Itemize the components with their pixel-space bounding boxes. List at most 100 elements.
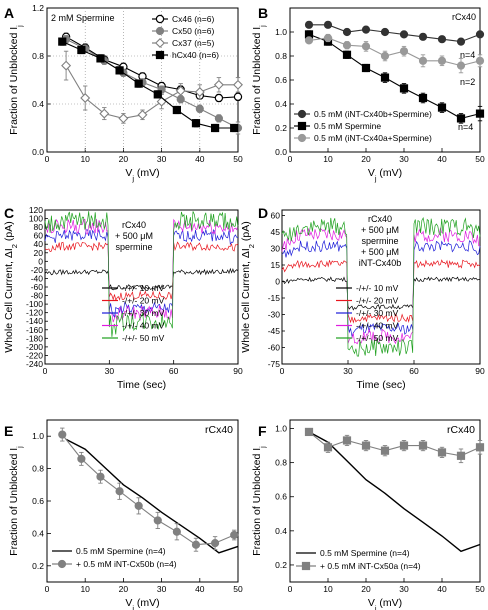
data-point bbox=[399, 441, 409, 450]
legend-label: + 0.5 mM iNT-Cx50b (n=4) bbox=[76, 559, 177, 569]
legend-label: 0.5 mM Spermine (n=4) bbox=[320, 548, 410, 558]
data-point bbox=[61, 60, 72, 71]
data-point bbox=[96, 472, 105, 481]
x-axis-label-sub: j bbox=[131, 174, 134, 183]
x-tick-label: 30 bbox=[157, 154, 167, 164]
x-tick-label: 40 bbox=[195, 154, 205, 164]
panel-E: E 0 10 20 30 40 50 0.2 0.4 0.6 0.8 1.0 Vj (mV) Fracti… bbox=[4, 419, 243, 610]
data-point bbox=[361, 42, 371, 51]
series-2 bbox=[304, 33, 485, 74]
annotation-line: + 500 μM bbox=[115, 231, 153, 241]
y-tick-label: -120 bbox=[26, 308, 43, 318]
plot-frame bbox=[289, 419, 481, 583]
panel-C: C0 30 60 90-240-220-200-180-160-140-120-100… bbox=[3, 205, 243, 391]
current-trace bbox=[44, 267, 239, 291]
y-tick-label: -60 bbox=[268, 343, 281, 353]
series-line bbox=[309, 24, 481, 43]
data-point bbox=[418, 93, 428, 103]
y-axis-label: Fraction of Unblocked Ij bbox=[251, 25, 267, 135]
data-point bbox=[456, 451, 466, 460]
data-point bbox=[475, 56, 485, 65]
y-tick-label: -160 bbox=[26, 325, 43, 335]
data-point bbox=[304, 36, 314, 45]
data-point bbox=[210, 123, 220, 133]
data-point bbox=[361, 63, 371, 73]
y-tick-label: -75 bbox=[268, 359, 281, 369]
x-axis-label-unit: (mV) bbox=[134, 167, 160, 179]
y-tick-label: 0.4 bbox=[32, 528, 44, 538]
x-axis-label-unit: (mV) bbox=[134, 597, 160, 609]
data-point bbox=[437, 56, 447, 65]
x-axis-label: Vj (mV) bbox=[125, 167, 159, 183]
y-tick-label: 0.2 bbox=[275, 560, 287, 570]
y-tick-label: 0.8 bbox=[32, 51, 44, 61]
data-point bbox=[380, 27, 390, 37]
current-trace bbox=[281, 259, 481, 324]
y-tick-label: -180 bbox=[26, 333, 43, 343]
data-point bbox=[214, 93, 224, 103]
data-point bbox=[418, 441, 428, 450]
annotation-line: rCx40 bbox=[368, 214, 392, 224]
x-tick-label: 0 bbox=[288, 154, 293, 164]
panel-label: E bbox=[4, 423, 13, 439]
y-tick-label: 0.8 bbox=[275, 458, 287, 468]
current-trace bbox=[281, 239, 481, 338]
series-line bbox=[308, 33, 481, 119]
panel-label: C bbox=[4, 205, 14, 221]
data-point bbox=[153, 90, 162, 99]
legend-label: Cx46 (n=6) bbox=[172, 14, 214, 24]
y-tick-label: -15 bbox=[268, 293, 281, 303]
annotation-line: rCx40 bbox=[122, 220, 146, 230]
legend-label: -/+/- 20 mV bbox=[356, 296, 399, 306]
x-tick-label: 50 bbox=[233, 154, 243, 164]
y-tick-label: 0.4 bbox=[275, 526, 287, 536]
data-point bbox=[361, 25, 371, 34]
data-point bbox=[230, 123, 239, 133]
y-axis-label: Fraction of Unblocked Ij bbox=[251, 446, 267, 556]
data-point bbox=[153, 516, 162, 525]
y-tick-label: 0.6 bbox=[275, 492, 287, 502]
x-axis-label-main: V bbox=[368, 167, 375, 179]
series-line bbox=[308, 37, 481, 67]
data-point bbox=[399, 30, 409, 39]
legend-label: -/+/- 40 mV bbox=[356, 321, 399, 331]
y-tick-label: 0.6 bbox=[275, 75, 287, 85]
y-tick-label: 0 bbox=[38, 256, 43, 266]
x-tick-label: 0 bbox=[288, 584, 293, 594]
legend-marker bbox=[57, 559, 67, 569]
panel-F: F 0 10 20 30 40 50 0.2 0.4 0.6 0.8 1.0 Vj (mV) Fracti… bbox=[251, 419, 485, 610]
y-tick-label: 100 bbox=[29, 214, 43, 224]
y-axis-label: Fraction of Unblocked Ij bbox=[8, 25, 24, 135]
y-tick-label: 0.2 bbox=[275, 123, 287, 133]
x-axis-label-sub: j bbox=[374, 174, 377, 183]
legend-marker bbox=[155, 26, 165, 36]
data-point bbox=[195, 104, 204, 113]
data-point bbox=[342, 436, 352, 445]
x-tick-label: 0 bbox=[45, 154, 50, 164]
data-point bbox=[191, 119, 201, 128]
series-line bbox=[308, 431, 481, 553]
y-tick-label: -140 bbox=[26, 316, 43, 326]
data-point bbox=[137, 109, 148, 120]
legend-label: -/+/- 10 mV bbox=[122, 283, 165, 293]
x-tick-label: 40 bbox=[437, 154, 447, 164]
panel-label: D bbox=[258, 205, 268, 221]
y-axis-label-unit: (pA) bbox=[3, 221, 15, 244]
data-point bbox=[172, 527, 181, 536]
legend-label: Cx37 (n=5) bbox=[172, 38, 214, 48]
data-point bbox=[58, 430, 67, 439]
x-tick-label: 0 bbox=[280, 366, 285, 376]
data-point bbox=[475, 443, 485, 452]
legend-label: 0.5 mM Spermine bbox=[314, 121, 381, 131]
data-point bbox=[175, 85, 186, 96]
annotation-line: spermine bbox=[115, 242, 152, 252]
y-tick-label: -20 bbox=[31, 265, 44, 275]
y-axis-label-sub: j bbox=[258, 25, 267, 28]
series-0 bbox=[304, 20, 485, 46]
y-tick-label: 0.4 bbox=[32, 99, 44, 109]
current-trace bbox=[281, 216, 481, 357]
y-tick-label: 60 bbox=[271, 211, 281, 221]
x-tick-label: 0 bbox=[45, 584, 50, 594]
y-tick-label: 1.0 bbox=[32, 431, 44, 441]
